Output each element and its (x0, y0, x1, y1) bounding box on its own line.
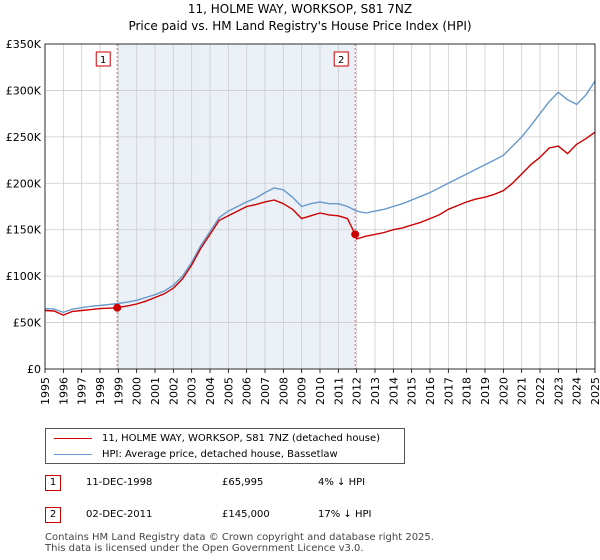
y-tick-label: £150K (6, 224, 42, 237)
x-tick-label: 2014 (387, 377, 400, 405)
x-tick-label: 2001 (149, 377, 162, 405)
plot-frame (44, 43, 596, 370)
legend-item-property: 11, HOLME WAY, WORKSOP, S81 7NZ (detache… (54, 431, 380, 445)
sale-label-box (95, 51, 111, 67)
transaction-hpi: 4% ↓ HPI (318, 477, 366, 488)
y-tick-label: £100K (6, 270, 42, 283)
sale-point (113, 303, 122, 312)
x-tick-label: 2003 (186, 377, 199, 405)
x-tick-label: 2011 (332, 377, 345, 405)
sale-point (351, 230, 360, 239)
transaction-row: 1 11-DEC-1998 £65,995 4% ↓ HPI (0, 475, 600, 493)
chart-title: 11, HOLME WAY, WORKSOP, S81 7NZ (187, 2, 413, 16)
series-line-hpi (44, 80, 596, 314)
transaction-price: £145,000 (222, 509, 270, 520)
chart-legend: 11, HOLME WAY, WORKSOP, S81 7NZ (detache… (45, 428, 405, 464)
x-tick-label: 2002 (167, 377, 180, 405)
x-tick-label: 1998 (94, 377, 107, 405)
sale-label-box (333, 51, 349, 67)
x-tick-label: 2015 (406, 377, 419, 405)
y-tick-label: £250K (6, 131, 42, 144)
y-tick-label: £350K (6, 38, 42, 51)
x-tick-label: 2000 (131, 377, 144, 405)
x-tick-label: 2022 (534, 377, 547, 405)
x-tick-label: 2006 (241, 377, 254, 405)
x-tick-label: 2020 (497, 377, 510, 405)
sale-label: 2 (338, 55, 344, 66)
transaction-hpi: 17% ↓ HPI (318, 509, 372, 520)
series-line-property (44, 131, 596, 316)
x-tick-label: 2007 (259, 377, 272, 405)
x-tick-label: 2021 (516, 377, 529, 405)
x-tick-label: 1995 (39, 377, 52, 405)
transaction-row: 2 02-DEC-2011 £145,000 17% ↓ HPI (0, 507, 600, 525)
x-tick-label: 2024 (571, 377, 584, 405)
x-tick-label: 2018 (461, 377, 474, 405)
x-tick-label: 2009 (296, 377, 309, 405)
footer-license: This data is licensed under the Open Gov… (45, 543, 364, 554)
transaction-badge: 1 (45, 475, 61, 491)
x-tick-label: 1997 (76, 377, 89, 405)
x-tick-label: 1999 (112, 377, 125, 405)
price-chart: £0 £50K £100K £150K £200K £250K £300K £350K 1995… (6, 38, 600, 405)
transaction-date: 11-DEC-1998 (86, 477, 153, 488)
legend-swatch-blue (54, 453, 92, 455)
chart-subtitle: Price paid vs. HM Land Registry's House … (128, 19, 472, 33)
x-tick-label: 2025 (589, 377, 600, 405)
legend-label-hpi: HPI: Average price, detached house, Bass… (102, 448, 338, 460)
x-tick-label: 2004 (204, 377, 217, 405)
transaction-date: 02-DEC-2011 (86, 509, 153, 520)
x-tick-label: 2005 (222, 377, 235, 405)
y-tick-label: £300K (6, 84, 42, 97)
footer-copyright: Contains HM Land Registry data © Crown c… (45, 532, 434, 543)
transaction-badge: 2 (45, 507, 61, 523)
footer: Contains HM Land Registry data © Crown c… (45, 532, 434, 554)
x-tick-label: 1996 (57, 377, 70, 405)
legend-label-property: 11, HOLME WAY, WORKSOP, S81 7NZ (detache… (102, 432, 381, 444)
legend-swatch-red (54, 437, 92, 439)
x-tick-label: 2013 (369, 377, 382, 405)
x-tick-label: 2016 (424, 377, 437, 405)
x-tick-label: 2008 (277, 377, 290, 405)
y-tick-label: £50K (13, 317, 42, 330)
transaction-price: £65,995 (222, 477, 264, 488)
x-tick-label: 2017 (442, 377, 455, 405)
y-tick-label: £0 (27, 363, 41, 376)
x-tick-label: 2019 (479, 377, 492, 405)
x-tick-label: 2023 (552, 377, 565, 405)
y-tick-label: £200K (6, 177, 42, 190)
x-tick-label: 2010 (314, 377, 327, 405)
x-tick-label: 2012 (351, 377, 364, 405)
legend-item-hpi: HPI: Average price, detached house, Bass… (54, 447, 338, 461)
sale-label: 1 (100, 55, 106, 66)
